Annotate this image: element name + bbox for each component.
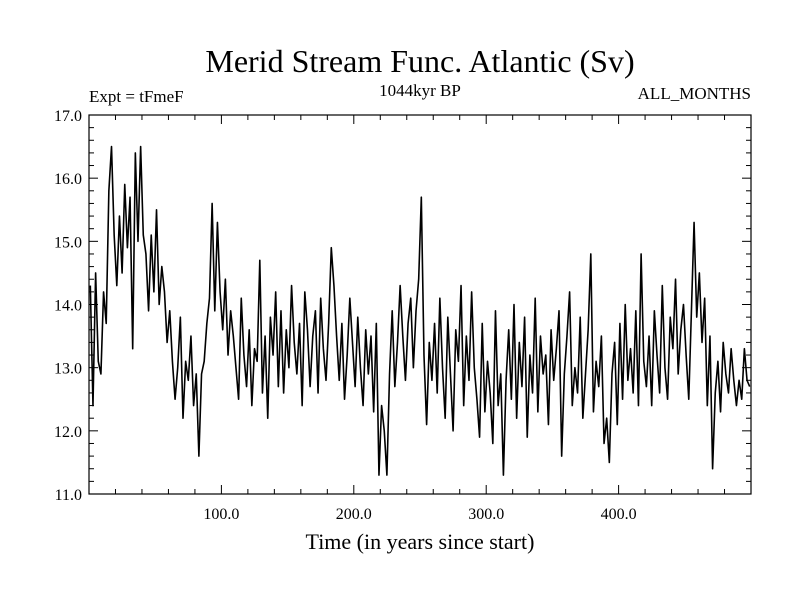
- x-tick-label: 300.0: [468, 506, 504, 523]
- y-tick-label: 13.0: [54, 361, 82, 378]
- y-tick-label: 16.0: [54, 171, 82, 188]
- x-tick-label: 200.0: [336, 506, 372, 523]
- plot-area: 100.0 200.0 300.0 400.0 11.0 12.0 13.0 14.0 15.0…: [54, 108, 752, 523]
- y-tick-label: 11.0: [55, 487, 82, 504]
- plot-frame: [88, 114, 752, 495]
- x-tick-label: 400.0: [601, 506, 637, 523]
- y-tick-label: 15.0: [54, 234, 82, 251]
- x-axis-label: Time (in years since start): [306, 529, 535, 554]
- period-label: 1044kyr BP: [379, 81, 461, 100]
- chart-title: Merid Stream Func. Atlantic (Sv): [205, 43, 634, 79]
- months-label: ALL_MONTHS: [638, 84, 751, 103]
- y-tick-label: 17.0: [54, 108, 82, 125]
- x-tick-label: 100.0: [203, 506, 239, 523]
- series-line: [89, 145, 751, 476]
- y-tick-label: 12.0: [54, 424, 82, 441]
- y-tick-label: 14.0: [54, 298, 82, 315]
- experiment-label: Expt = tFmeF: [89, 87, 184, 106]
